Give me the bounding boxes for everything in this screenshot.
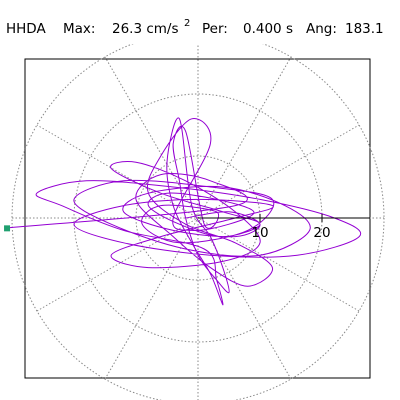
max-unit-exponent: 2 xyxy=(184,18,190,29)
period-label: Per: xyxy=(202,21,228,37)
station-code: HHDA xyxy=(6,21,46,37)
peak-marker-group xyxy=(4,225,11,232)
motion-trace xyxy=(6,117,362,306)
max-value: 26.3 cm/s xyxy=(112,21,179,37)
polar-grid xyxy=(11,44,385,400)
radial-tick-label-10: 10 xyxy=(251,225,268,241)
angle-label: Ang: xyxy=(306,21,337,37)
trace-line xyxy=(6,117,362,306)
particle-motion-plot: 10 20 xyxy=(4,44,385,400)
period-value: 0.400 s xyxy=(243,21,293,37)
title-bar: HHDA Max: 26.3 cm/s 2 Per: 0.400 s Ang: … xyxy=(6,18,384,37)
max-label: Max: xyxy=(63,21,95,37)
angle-value: 183.1 xyxy=(345,21,384,37)
radial-tick-label-20: 20 xyxy=(313,225,330,241)
radial-axis: 10 20 xyxy=(198,214,370,241)
peak-marker xyxy=(4,225,11,232)
